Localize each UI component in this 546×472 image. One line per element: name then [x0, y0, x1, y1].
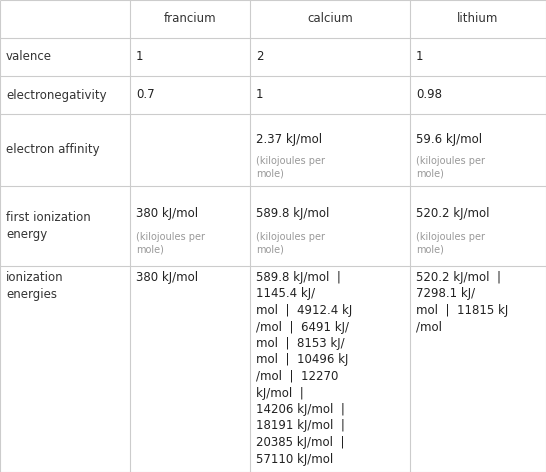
- Text: 1: 1: [256, 89, 264, 101]
- Text: electron affinity: electron affinity: [6, 143, 99, 157]
- Text: 1: 1: [416, 51, 424, 64]
- Text: calcium: calcium: [307, 12, 353, 25]
- Text: 589.8 kJ/mol: 589.8 kJ/mol: [256, 208, 329, 220]
- Text: 0.7: 0.7: [136, 89, 155, 101]
- Text: (kilojoules per
mole): (kilojoules per mole): [256, 232, 325, 255]
- Text: 2: 2: [256, 51, 264, 64]
- Text: (kilojoules per
mole): (kilojoules per mole): [256, 156, 325, 178]
- Text: (kilojoules per
mole): (kilojoules per mole): [416, 156, 485, 178]
- Text: francium: francium: [164, 12, 216, 25]
- Text: 1: 1: [136, 51, 144, 64]
- Text: 59.6 kJ/mol: 59.6 kJ/mol: [416, 133, 482, 146]
- Text: ionization
energies: ionization energies: [6, 271, 64, 301]
- Text: 380 kJ/mol: 380 kJ/mol: [136, 208, 198, 220]
- Text: (kilojoules per
mole): (kilojoules per mole): [136, 232, 205, 255]
- Text: 520.2 kJ/mol: 520.2 kJ/mol: [416, 208, 490, 220]
- Text: 520.2 kJ/mol  |
7298.1 kJ/
mol  |  11815 kJ
/mol: 520.2 kJ/mol | 7298.1 kJ/ mol | 11815 kJ…: [416, 271, 508, 334]
- Text: 380 kJ/mol: 380 kJ/mol: [136, 271, 198, 284]
- Text: 0.98: 0.98: [416, 89, 442, 101]
- Text: valence: valence: [6, 51, 52, 64]
- Text: 2.37 kJ/mol: 2.37 kJ/mol: [256, 133, 322, 146]
- Text: (kilojoules per
mole): (kilojoules per mole): [416, 232, 485, 255]
- Text: first ionization
energy: first ionization energy: [6, 211, 91, 241]
- Text: lithium: lithium: [458, 12, 498, 25]
- Text: 589.8 kJ/mol  |
1145.4 kJ/
mol  |  4912.4 kJ
/mol  |  6491 kJ/
mol  |  8153 kJ/
: 589.8 kJ/mol | 1145.4 kJ/ mol | 4912.4 k…: [256, 271, 352, 465]
- Text: electronegativity: electronegativity: [6, 89, 106, 101]
